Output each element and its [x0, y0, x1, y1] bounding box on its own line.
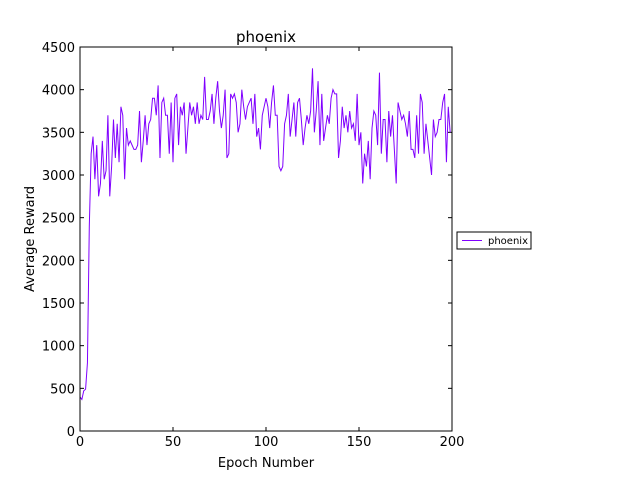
y-tick-label: 3000 [42, 169, 75, 184]
y-tick-label: 0 [67, 425, 75, 440]
y-tick-label: 2500 [42, 212, 75, 227]
y-tick-label: 1000 [42, 340, 75, 355]
y-tick-label: 1500 [42, 297, 75, 312]
x-tick-label: 50 [165, 435, 182, 450]
x-tick-label: 0 [76, 435, 84, 450]
x-tick-label: 150 [347, 435, 372, 450]
x-axis-label: Epoch Number [218, 456, 315, 471]
chart-title: phoenix [236, 28, 296, 46]
y-tick-label: 4500 [42, 41, 75, 56]
x-tick-label: 100 [254, 435, 279, 450]
y-axis-label: Average Reward [23, 186, 38, 292]
y-tick-label: 3500 [42, 126, 75, 141]
y-tick-label: 2000 [42, 254, 75, 269]
legend-box [456, 231, 532, 250]
y-tick-label: 500 [50, 382, 75, 397]
y-tick-label: 4000 [42, 84, 75, 99]
plot-frame [79, 46, 453, 432]
legend-label: phoenix [488, 236, 528, 247]
line-series [79, 68, 451, 401]
x-tick-label: 200 [440, 435, 465, 450]
